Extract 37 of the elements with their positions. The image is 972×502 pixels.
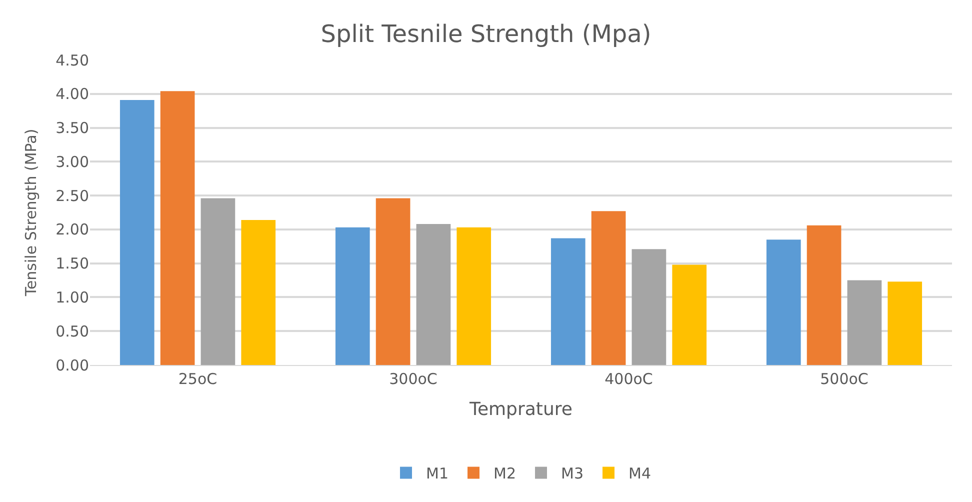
bar [416,224,451,365]
chart-title: Split Tesnile Strength (Mpa) [320,20,652,48]
x-axis-title: Temprature [468,399,572,420]
x-tick-label: 300oC [389,370,438,388]
y-tick-label: 3.50 [56,119,89,138]
y-tick-label: 4.00 [56,85,89,104]
y-tick-label: 4.50 [56,51,89,70]
x-tick-label: 25oC [178,370,218,388]
bar [376,198,410,365]
y-axis-title: Tensile Strength (MPa) [22,128,40,298]
y-tick-label: 2.50 [56,186,89,205]
bar [632,249,666,365]
bar [591,211,626,365]
bar [806,225,842,365]
y-tick-label: 0.50 [56,322,89,340]
legend-label: M3 [561,464,584,483]
bar [200,198,236,365]
legend-label: M4 [628,464,651,483]
bar [766,240,801,365]
bar [888,282,922,365]
bar [241,220,276,365]
bar [160,91,195,365]
y-tick-label: 1.50 [56,254,89,273]
bar [847,280,882,365]
bar [120,100,154,365]
bar [672,264,707,365]
y-tick-label: 0.00 [56,356,89,374]
bar [456,227,492,365]
legend-label: M2 [494,464,516,483]
y-tick-label: 1.00 [56,288,89,306]
bar [550,238,586,365]
x-tick-label: 500oC [820,370,868,388]
x-tick-label: 400oC [604,370,653,388]
y-tick-label: 2.00 [56,220,89,239]
y-tick-label: 3.00 [56,152,89,171]
bar [335,227,370,365]
legend-label: M1 [426,464,448,483]
